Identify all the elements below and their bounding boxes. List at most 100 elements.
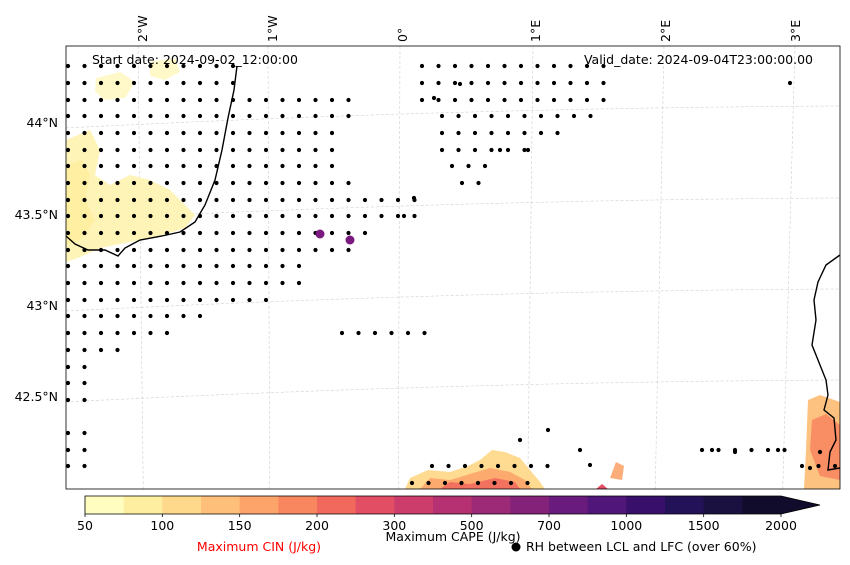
rh-dot — [799, 463, 805, 469]
cape-label: Maximum CAPE (J/kg) — [385, 529, 520, 544]
rh-dot — [409, 480, 415, 486]
rh-dot — [247, 213, 252, 219]
rh-dot — [66, 247, 71, 253]
rh-dot — [197, 163, 203, 169]
rh-dot — [197, 280, 203, 286]
rh-dot — [230, 247, 236, 253]
rh-dot — [775, 447, 781, 453]
rh-dot — [131, 97, 137, 103]
rh-dot — [82, 197, 87, 203]
rh-dot — [98, 197, 104, 203]
rh-dot — [197, 313, 203, 319]
rh-dot — [446, 463, 451, 469]
rh-dot — [214, 130, 219, 136]
rh-legend-dot-icon — [511, 542, 521, 552]
rh-dot — [230, 97, 236, 103]
rh-dot — [296, 113, 302, 119]
lat-label: 43.5°N — [15, 207, 58, 222]
rh-dot — [98, 147, 104, 153]
rh-dot — [472, 130, 478, 136]
rh-dot — [787, 80, 793, 86]
colorbar-segment — [123, 496, 163, 514]
rh-dot — [66, 297, 71, 303]
colorbar-tick-label: 100 — [150, 518, 174, 533]
rh-dot — [280, 213, 285, 219]
cape-patch-east-hot — [810, 414, 840, 480]
meridian — [654, 46, 665, 489]
rh-dot — [588, 113, 593, 119]
rh-dot — [419, 80, 425, 86]
lon-label: 2°W — [135, 15, 150, 42]
rh-dot — [296, 263, 302, 269]
rh-dot — [197, 147, 203, 153]
lat-labels: 44°N 43.5°N 43°N 42.5°N — [15, 115, 58, 404]
rh-dot — [82, 430, 87, 436]
rh-dot — [131, 263, 137, 269]
rh-dot — [456, 113, 461, 119]
colorbar-tick-label: 300 — [382, 518, 406, 533]
rh-dot — [459, 180, 465, 186]
rh-dot — [115, 313, 120, 319]
rh-dot — [379, 213, 384, 219]
rh-dot — [181, 147, 186, 153]
rh-dot — [571, 113, 577, 119]
rh-dot — [749, 447, 754, 453]
rh-dot — [214, 80, 219, 86]
rh-dot — [197, 113, 203, 119]
rh-dot — [485, 97, 491, 103]
rh-dot — [66, 447, 71, 453]
rh-dot — [197, 63, 203, 69]
rh-dot — [115, 80, 120, 86]
rh-dot — [247, 297, 252, 303]
rh-dot — [131, 63, 137, 69]
rh-dot — [164, 63, 170, 69]
rh-dot — [528, 463, 534, 469]
rh-dot — [329, 113, 335, 119]
rh-dot — [148, 280, 153, 286]
meridian — [397, 46, 401, 489]
colorbar-segment — [85, 496, 125, 514]
rh-dot — [263, 147, 269, 153]
rh-dot — [296, 280, 302, 286]
rh-dot — [131, 297, 137, 303]
rh-dot — [522, 130, 527, 136]
rh-dot — [131, 130, 137, 136]
rh-dot — [66, 197, 71, 203]
rh-dot — [296, 180, 302, 186]
rh-dot — [131, 197, 137, 203]
rh-dot — [601, 80, 606, 86]
rh-dot — [115, 213, 120, 219]
rh-dot — [82, 380, 87, 386]
rh-dot — [131, 163, 137, 169]
rh-dot — [115, 63, 120, 69]
colorbar-tick-label: 2000 — [765, 518, 797, 533]
rh-dot — [181, 280, 186, 286]
rh-dot — [545, 463, 550, 469]
rh-dot — [807, 465, 813, 471]
rh-dot — [280, 147, 285, 153]
rh-dot — [466, 163, 471, 169]
rh-dot — [148, 80, 153, 86]
rh-dot — [214, 180, 219, 186]
cape-patch-north-2 — [150, 58, 180, 80]
rh-dot — [82, 147, 87, 153]
rh-dot — [551, 63, 557, 69]
rh-dot — [82, 347, 87, 353]
rh-dot — [115, 197, 120, 203]
rh-dot — [479, 463, 484, 469]
rh-dot — [214, 147, 219, 153]
rh-dot — [230, 130, 236, 136]
rh-dot — [280, 197, 285, 203]
rh-dot — [66, 347, 71, 353]
rh-dot — [517, 437, 523, 443]
rh-dot — [551, 97, 557, 103]
colorbar-tick-label: 50 — [77, 518, 93, 533]
colorbar-outline — [84, 495, 821, 515]
rh-dot — [66, 97, 71, 103]
rh-dot — [472, 113, 478, 119]
rh-dot — [115, 263, 120, 269]
rh-dot — [148, 313, 153, 319]
rh-dot — [115, 130, 120, 136]
rh-dot — [66, 364, 71, 370]
rh-dot — [230, 80, 236, 86]
